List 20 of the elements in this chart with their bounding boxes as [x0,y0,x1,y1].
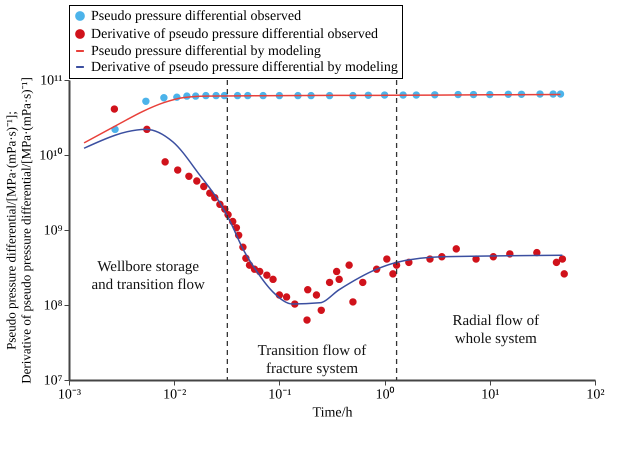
y-tick-label: 10⁷ [44,374,63,388]
y-tick-label: 10¹⁰ [39,148,62,164]
x-tick-label: 10⁻² [163,388,186,402]
x-tick-label: 10⁻³ [58,388,82,402]
annotation: Radial flow of whole system [452,313,540,347]
x-tick-label: 10² [586,388,605,402]
x-tick-label: 10⁻¹ [268,388,292,402]
x-tick-label: 10¹ [481,388,500,402]
y-axis-title: Pseudo pressure differential/[MPa·(mPa·s)⁻¹]; Derivative of pseudo pressure differential/[MPa·(mPa·s)⁻¹] [3,77,34,384]
y-tick-label: 10⁸ [44,298,63,314]
x-axis-title: Time/h [312,406,352,420]
y-tick-label: 10⁹ [44,224,63,238]
y-tick-label: 10¹¹ [40,74,62,88]
x-tick-label: 10⁰ [376,386,395,402]
legend-label: Pseudo pressure differential by modeling [91,44,321,59]
legend-label: Pseudo pressure differential observed [91,9,302,24]
annotation: Transition flow of fracture system [258,343,366,377]
legend-label: Derivative of pseudo pressure differential observed [91,27,378,42]
annotation: Wellbore storage and transition flow [92,259,205,293]
legend-label: Derivative of pseudo pressure differential by modeling [91,60,398,75]
